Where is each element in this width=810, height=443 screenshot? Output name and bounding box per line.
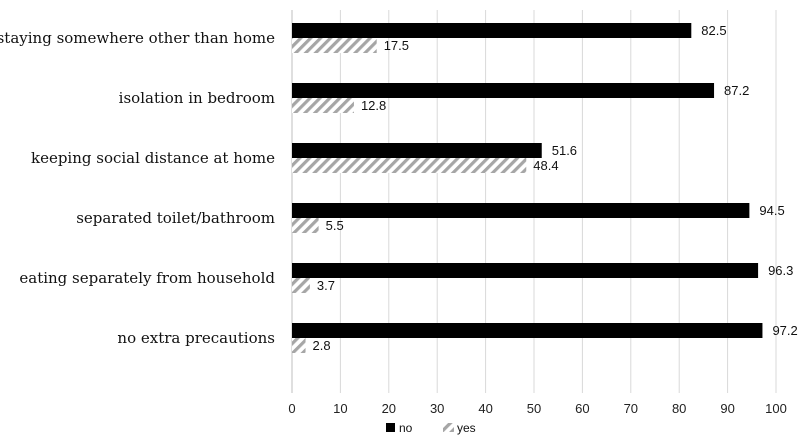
x-tick-label: 90: [720, 401, 734, 416]
data-label-yes: 12.8: [361, 98, 386, 113]
x-tick-label: 70: [624, 401, 638, 416]
category-label: staying somewhere other than home: [0, 29, 275, 47]
bar-no: [292, 203, 750, 218]
legend-swatch-yes: [443, 423, 454, 432]
bar-yes: [292, 278, 310, 293]
category-label: eating separately from household: [19, 269, 275, 287]
bar-yes: [292, 338, 306, 353]
category-label: separated toilet/bathroom: [76, 209, 275, 227]
legend-label-yes: yes: [457, 421, 476, 435]
bar-yes: [292, 218, 319, 233]
bar-no: [292, 263, 759, 278]
bar-yes: [292, 98, 354, 113]
bars: [292, 23, 763, 353]
bar-no: [292, 23, 692, 38]
x-tick-label: 30: [430, 401, 444, 416]
x-tick-label: 10: [333, 401, 347, 416]
bar-yes: [292, 158, 527, 173]
x-tick-label: 50: [527, 401, 541, 416]
category-label: isolation in bedroom: [119, 89, 275, 107]
data-label-no: 82.5: [701, 23, 726, 38]
x-tick-label: 100: [765, 401, 787, 416]
data-label-no: 87.2: [724, 83, 749, 98]
x-tick-label: 80: [672, 401, 686, 416]
legend-label-no: no: [399, 421, 413, 435]
data-label-no: 96.3: [768, 263, 793, 278]
labels: 0 10 20 30 40 50 60 70 80 90 100 staying somewhere …: [0, 23, 798, 416]
data-label-yes: 3.7: [317, 278, 335, 293]
bar-no: [292, 83, 715, 98]
bar-yes: [292, 38, 377, 53]
x-tick-label: 40: [478, 401, 492, 416]
category-label: no extra precautions: [117, 329, 275, 347]
x-tick-label: 0: [288, 401, 295, 416]
bar-no: [292, 323, 763, 338]
data-label-yes: 5.5: [326, 218, 344, 233]
x-tick-label: 60: [575, 401, 589, 416]
bar-no: [292, 143, 542, 158]
category-label: keeping social distance at home: [31, 149, 275, 167]
data-label-yes: 48.4: [533, 158, 558, 173]
legend: no yes: [386, 421, 476, 435]
data-label-no: 97.2: [772, 323, 797, 338]
data-label-no: 51.6: [552, 143, 577, 158]
data-label-yes: 17.5: [384, 38, 409, 53]
x-tick-label: 20: [382, 401, 396, 416]
data-label-yes: 2.8: [313, 338, 331, 353]
legend-swatch-no: [386, 423, 395, 432]
data-label-no: 94.5: [759, 203, 784, 218]
